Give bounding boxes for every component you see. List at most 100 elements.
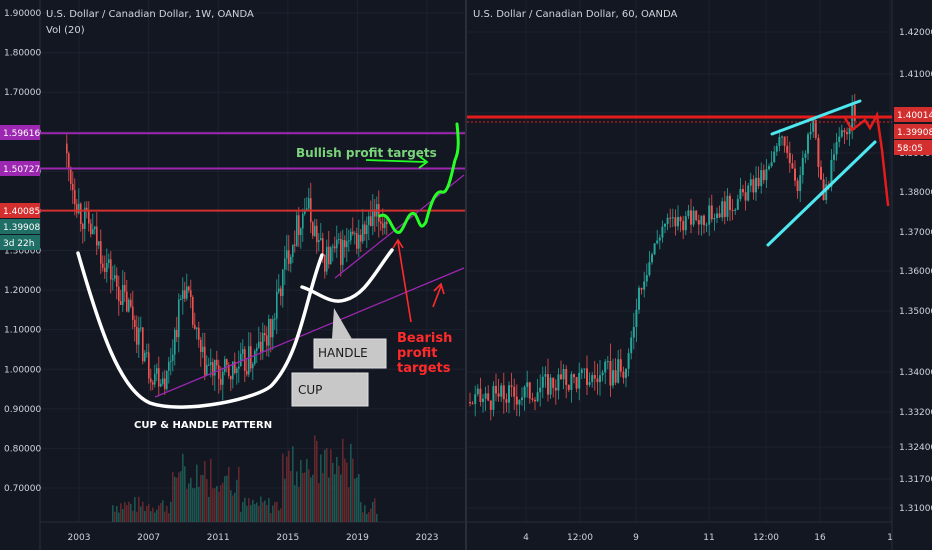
volume-bar — [178, 472, 180, 522]
candle-body — [794, 168, 796, 181]
candle-body — [342, 240, 344, 265]
candle-body — [172, 354, 174, 361]
candle-body — [838, 136, 841, 143]
volume-bar — [228, 466, 230, 522]
left-price-badge — [0, 125, 40, 140]
candle-body — [840, 130, 843, 137]
candle-body — [360, 234, 362, 242]
volume-bar — [266, 504, 268, 522]
volume-bar — [188, 483, 190, 522]
volume-bar — [310, 477, 312, 522]
volume-bar — [116, 506, 118, 522]
candle-body — [168, 361, 170, 371]
bearish-label: Bearish profit targets — [397, 331, 452, 376]
candle-body — [174, 330, 176, 355]
left-price-badge — [0, 235, 40, 250]
volume-bar — [336, 456, 338, 522]
candle-body — [186, 286, 188, 299]
candle-body — [368, 216, 370, 226]
candle-body — [210, 362, 212, 365]
candle-body — [541, 376, 544, 388]
left-chart-canvas[interactable]: 1.900001.800001.700001.600001.500001.400… — [0, 0, 466, 550]
candle-body — [74, 190, 76, 205]
candle-body — [562, 369, 565, 380]
volume-bar — [332, 462, 334, 522]
candle-body — [356, 233, 358, 249]
candle-body — [669, 217, 672, 219]
candle-body — [120, 301, 122, 305]
candle-body — [288, 250, 290, 264]
candle-body — [775, 146, 778, 152]
candle-body — [298, 215, 300, 235]
candle-body — [489, 400, 492, 410]
candle-body — [252, 364, 254, 369]
candle-body — [282, 269, 284, 297]
volume-bar — [368, 512, 370, 522]
candle-body — [344, 240, 346, 248]
candle-body — [721, 201, 724, 218]
candle-body — [98, 241, 100, 246]
candle-body — [322, 238, 324, 255]
candle-body — [567, 384, 570, 390]
candle-body — [614, 370, 617, 383]
right-time-tick-label: 4 — [523, 533, 529, 543]
right-time-tick-label: 12:00 — [753, 533, 779, 543]
wedge-upper-line — [770, 99, 862, 136]
candle-body — [661, 226, 664, 238]
candle-body — [625, 368, 627, 378]
candle-body — [108, 259, 110, 263]
candle-body — [264, 332, 266, 336]
candle-body — [749, 179, 752, 186]
candle-body — [843, 130, 846, 133]
candle-body — [86, 207, 88, 211]
volume-bar — [168, 513, 170, 522]
candle-body — [154, 373, 156, 385]
trendline-lower — [154, 267, 465, 398]
candle-body — [370, 216, 372, 226]
volume-bar — [366, 513, 368, 522]
volume-bar — [144, 510, 146, 522]
volume-bar — [226, 475, 228, 522]
candle-body — [578, 373, 581, 389]
right-chart-canvas[interactable]: 1.420001.410001.400001.390001.380001.370… — [467, 0, 932, 550]
volume-bar — [324, 449, 326, 522]
candle-body — [752, 179, 755, 193]
volume-bar — [278, 510, 280, 522]
candle-body — [510, 385, 513, 387]
candle-body — [718, 213, 721, 218]
candle-body — [362, 224, 364, 242]
candle-body — [308, 198, 310, 209]
bearish-arrow-line-1 — [397, 241, 412, 323]
volume-bar — [340, 474, 342, 522]
left-price-tick-label: 1.30000 — [4, 247, 41, 257]
candle-body — [150, 378, 152, 383]
candle-body — [294, 244, 296, 246]
candle-body — [747, 185, 750, 201]
volume-bar — [370, 508, 372, 522]
left-price-badge — [0, 219, 40, 234]
candle-body — [601, 372, 604, 376]
candle-body — [188, 286, 190, 291]
candle-body — [469, 402, 471, 404]
candle-body — [68, 153, 70, 168]
candle-body — [635, 309, 638, 328]
candle-body — [132, 306, 134, 320]
candle-body — [554, 387, 557, 391]
left-volume-label: Vol (20) — [46, 25, 85, 36]
candle-body — [194, 324, 196, 329]
pane-divider[interactable] — [465, 0, 467, 550]
volume-bar — [142, 501, 144, 522]
candle-body — [112, 278, 114, 280]
volume-bar — [282, 453, 284, 522]
volume-bar — [298, 486, 300, 522]
candle-body — [272, 319, 274, 338]
volume-bar — [360, 502, 362, 522]
candle-body — [521, 397, 523, 400]
candle-body — [549, 377, 552, 395]
candle-body — [280, 288, 282, 297]
volume-bar — [126, 505, 128, 522]
candle-body — [640, 287, 643, 290]
candle-body — [630, 337, 633, 354]
candle-body — [627, 353, 630, 369]
candle-body — [216, 359, 218, 366]
